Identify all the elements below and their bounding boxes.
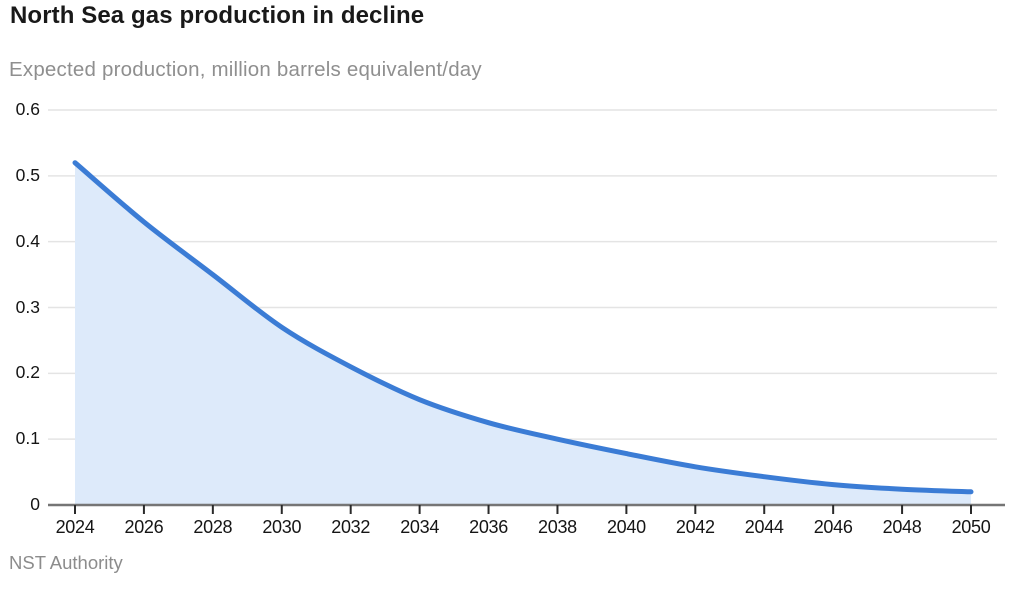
x-tick-label: 2036 [469, 517, 508, 537]
y-tick-label: 0.5 [15, 164, 40, 185]
production-line [72, 160, 974, 495]
x-tick-label: 2028 [193, 517, 233, 537]
x-tick-label: 2042 [675, 517, 715, 537]
x-tick-label: 2030 [262, 517, 302, 537]
x-tick-label: 2032 [331, 517, 371, 537]
x-tick-label: 2034 [400, 517, 440, 537]
x-tick-label: 2048 [882, 517, 922, 537]
y-tick-label: 0.6 [15, 99, 40, 119]
area-fill [75, 162, 971, 505]
x-tick-label: 2026 [124, 517, 164, 537]
y-tick-label: 0 [30, 494, 40, 514]
x-tick-label: 2038 [538, 517, 577, 537]
chart-title: North Sea gas production in decline [10, 2, 425, 29]
y-tick-label: 0.2 [15, 362, 40, 383]
x-tick-label: 2050 [951, 517, 991, 537]
y-tick-label: 0.4 [15, 230, 40, 251]
x-tick-label: 2046 [813, 517, 853, 537]
source-label: NST Authority [9, 552, 123, 573]
chart-subtitle: Expected production, million barrels equ… [9, 58, 482, 81]
y-tick-label: 0.1 [15, 428, 40, 449]
x-tick-label: 2024 [55, 517, 95, 537]
x-tick-label: 2040 [606, 517, 646, 537]
y-tick-label: 0.3 [15, 296, 40, 317]
x-tick-label: 2044 [744, 517, 784, 537]
